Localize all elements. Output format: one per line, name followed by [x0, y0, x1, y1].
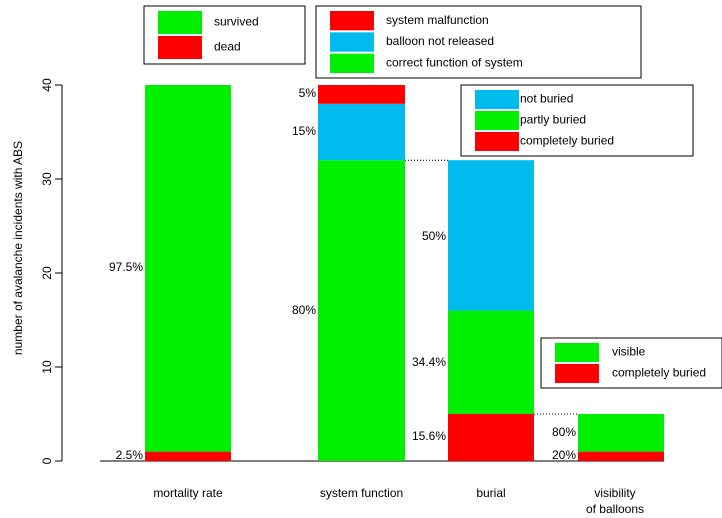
legend-0-label-0: survived [214, 15, 259, 29]
legend-2-swatch-1 [475, 111, 519, 130]
legend-3-label-1: completely buried [612, 366, 706, 380]
legend-0-label-1: dead [214, 40, 241, 54]
category-label-3-line-0: visibility [594, 486, 635, 500]
legend-2-label-0: not buried [520, 92, 573, 106]
bar-3-segment-completely-buried [578, 451, 664, 461]
legend-3-label-0: visible [612, 345, 646, 359]
bar-3-data-label-1: 80% [552, 425, 576, 439]
legend-1-swatch-1 [330, 32, 374, 52]
legend-2-label-2: completely buried [520, 134, 614, 148]
bar-0-data-label-1: 97.5% [109, 260, 143, 274]
y-tick-label-20: 20 [40, 266, 54, 280]
legend-1-label-0: system malfunction [386, 13, 489, 27]
legend-3-swatch-1 [555, 364, 599, 383]
bar-0-data-label-0: 2.5% [116, 448, 144, 462]
legend-2-label-1: partly buried [520, 113, 586, 127]
legend-1-swatch-0 [330, 11, 374, 31]
category-label-2: burial [476, 486, 505, 500]
bar-1-data-label-0: 80% [292, 303, 316, 317]
legend-3-swatch-0 [555, 343, 599, 362]
bar-0-segment-survived [145, 85, 231, 452]
y-tick-label-30: 30 [40, 172, 54, 186]
legend-0-swatch-1 [158, 36, 202, 59]
category-label-1: system function [320, 486, 403, 500]
bar-2-segment-completely-buried [448, 414, 534, 461]
bar-2-data-label-2: 50% [422, 229, 446, 243]
y-tick-label-40: 40 [40, 78, 54, 92]
bar-2-data-label-0: 15.6% [412, 429, 446, 443]
legend-2-swatch-2 [475, 132, 519, 151]
bar-2-data-label-1: 34.4% [412, 355, 446, 369]
bar-3-segment-visible [578, 414, 664, 452]
y-axis-title: number of avalanche incidents with ABS [11, 141, 25, 355]
bar-3-data-label-0: 20% [552, 448, 576, 462]
bar-1-data-label-2: 5% [299, 86, 317, 100]
bar-1-data-label-1: 15% [292, 124, 316, 138]
bar-2-segment-not-buried [448, 160, 534, 311]
bar-2-segment-partly-buried [448, 310, 534, 414]
bar-0-segment-dead [145, 451, 231, 461]
y-tick-label-10: 10 [40, 360, 54, 374]
bar-1-segment-correct-function-of-system [318, 160, 405, 461]
category-label-0: mortality rate [153, 486, 223, 500]
bar-1-segment-system-malfunction [318, 85, 405, 104]
y-tick-label-0: 0 [40, 457, 54, 464]
legend-1-label-1: balloon not released [386, 34, 494, 48]
legend-0-swatch-0 [158, 11, 202, 34]
category-label-3-line-1: of balloons [586, 502, 644, 516]
legend-1-swatch-2 [330, 53, 374, 73]
legend-2-swatch-0 [475, 90, 519, 109]
legend-1-label-2: correct function of system [386, 56, 523, 70]
bar-1-segment-balloon-not-released [318, 103, 405, 161]
